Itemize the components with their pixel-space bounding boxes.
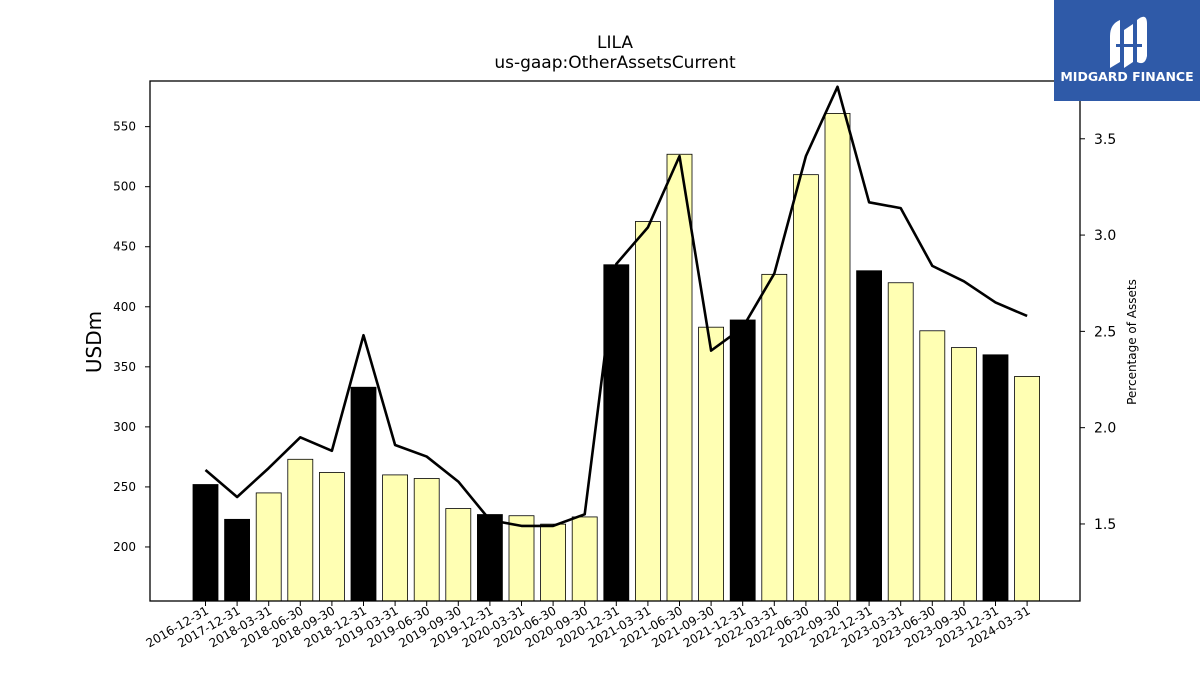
axes-group <box>149 80 1081 602</box>
bar-2023-06-30 <box>919 330 946 602</box>
bar-2019-12-31 <box>476 514 503 602</box>
bar-2019-09-30 <box>445 508 472 602</box>
logo-text: MIDGARD FINANCE <box>1060 69 1193 84</box>
bar-2024-03-31 <box>1014 376 1040 602</box>
chart-subtitle: us-gaap:OtherAssetsCurrent <box>494 53 736 73</box>
y-tick-label-550: 550 <box>113 120 136 134</box>
bar-2021-09-30 <box>698 326 724 602</box>
bar-2022-09-30 <box>824 113 851 602</box>
y-tick-label-200: 200 <box>113 540 136 554</box>
bar-2018-12-31 <box>350 386 377 602</box>
bars-group <box>192 113 1040 602</box>
y-tick-label-300: 300 <box>113 420 136 434</box>
bar-2020-03-31 <box>508 515 535 602</box>
bar-2023-12-31 <box>982 354 1009 602</box>
bar-2021-03-31 <box>635 221 661 602</box>
bar-2019-03-31 <box>382 474 409 602</box>
y-tick-label-250: 250 <box>113 480 136 494</box>
line-group <box>204 85 1028 528</box>
bar-2021-12-31 <box>729 319 756 602</box>
bar-2023-09-30 <box>951 347 977 602</box>
bar-2022-12-31 <box>856 270 882 602</box>
bar-2019-06-30 <box>413 478 440 602</box>
y-tick-label-350: 350 <box>113 360 136 374</box>
bar-2020-06-30 <box>540 523 566 602</box>
bar-2020-09-30 <box>571 516 598 602</box>
y-right-tick-label-2.5: 2.5 <box>1094 324 1116 340</box>
bar-2021-06-30 <box>666 153 693 602</box>
bar-2020-12-31 <box>603 264 630 602</box>
midgard-logo-icon <box>1110 16 1147 68</box>
brand-logo: MIDGARD FINANCE <box>1054 0 1200 101</box>
bar-2017-12-31 <box>224 518 251 602</box>
y-right-tick-label-3: 3.0 <box>1094 228 1116 244</box>
bar-2016-12-31 <box>192 484 219 602</box>
y-axis-label: USDm <box>82 311 106 373</box>
y-right-tick-label-1.5: 1.5 <box>1094 517 1116 533</box>
y-right-tick-label-3.5: 3.5 <box>1094 132 1116 148</box>
chart-title: LILA <box>597 33 633 53</box>
y-right-tick-label-2: 2.0 <box>1094 421 1116 437</box>
bar-2018-06-30 <box>287 458 314 602</box>
bar-2022-03-31 <box>761 273 788 602</box>
bar-2018-09-30 <box>318 472 345 602</box>
y-tick-label-450: 450 <box>113 240 136 254</box>
y-axis-right-label: Percentage of Assets <box>1125 279 1139 405</box>
bar-2022-06-30 <box>793 174 819 602</box>
y-axis-right: 1.5 2.0 2.5 3.0 3.5 <box>1080 132 1116 533</box>
bar-2018-03-31 <box>255 492 282 602</box>
y-tick-label-400: 400 <box>113 300 136 314</box>
plot-frame <box>149 80 1081 602</box>
x-axis: 2016-12-312017-12-312018-03-312018-06-30… <box>144 601 1033 650</box>
y-axis-left: 200 250 300 350 400 450 500 550 <box>113 120 150 554</box>
bar-2023-03-31 <box>887 282 914 602</box>
y-tick-label-500: 500 <box>113 180 136 194</box>
